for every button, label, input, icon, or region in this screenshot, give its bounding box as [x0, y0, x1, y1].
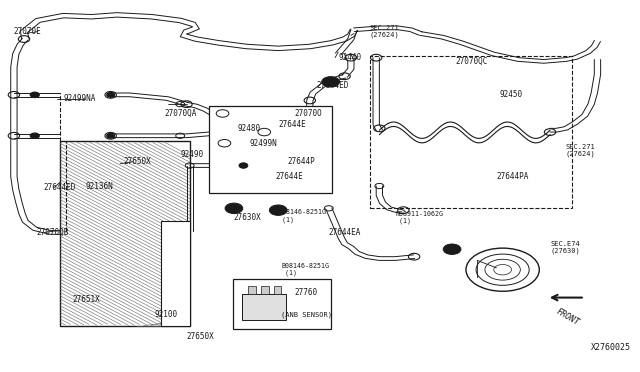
Text: B: B [329, 79, 333, 84]
Circle shape [444, 244, 461, 254]
Text: SEC.271
(27624): SEC.271 (27624) [566, 144, 596, 157]
Text: 27644EA: 27644EA [329, 228, 361, 237]
Text: FRONT: FRONT [555, 307, 581, 327]
Bar [242, 294, 287, 320]
Circle shape [30, 92, 39, 97]
Text: 27644ED: 27644ED [43, 183, 76, 192]
Text: 92100: 92100 [155, 310, 178, 319]
Text: 92499NA: 92499NA [63, 94, 95, 103]
Text: A: A [276, 208, 280, 213]
Text: N08911-1062G
 (1): N08911-1062G (1) [395, 211, 443, 224]
Text: 92480: 92480 [237, 124, 260, 133]
Text: (ANB SENSOR): (ANB SENSOR) [282, 311, 332, 318]
Text: 92440: 92440 [339, 53, 362, 62]
Text: SEC.271
(27624): SEC.271 (27624) [370, 25, 399, 38]
Text: 27644E: 27644E [278, 120, 306, 129]
Text: 27650X: 27650X [186, 332, 214, 341]
Bar [60, 141, 189, 326]
Bar [161, 221, 189, 326]
Text: 92490: 92490 [180, 150, 204, 159]
Text: B: B [232, 206, 236, 211]
Circle shape [107, 134, 115, 138]
Text: 92499N: 92499N [250, 139, 278, 148]
Text: 27070QB: 27070QB [36, 228, 69, 237]
Text: 27644E: 27644E [275, 172, 303, 181]
Text: B08146-8251G
 (1): B08146-8251G (1) [278, 209, 326, 222]
Circle shape [107, 93, 115, 97]
Text: 92450: 92450 [499, 90, 523, 99]
Text: 27070QA: 27070QA [164, 109, 196, 118]
Text: B08146-8251G
 (1): B08146-8251G (1) [282, 263, 330, 276]
Text: 27644P: 27644P [287, 157, 316, 166]
Bar [248, 286, 256, 294]
Circle shape [30, 133, 39, 138]
Text: 27070O: 27070O [294, 109, 322, 118]
Text: SEC.E74
(27630): SEC.E74 (27630) [550, 241, 580, 254]
Text: 27650X: 27650X [124, 157, 151, 166]
Text: X2760025: X2760025 [591, 343, 631, 352]
Text: 27651X: 27651X [73, 295, 100, 304]
Circle shape [239, 163, 247, 168]
Bar [233, 279, 331, 329]
Text: 27644PA: 27644PA [496, 172, 529, 181]
Text: 27070QC: 27070QC [455, 57, 488, 66]
Bar [370, 56, 572, 208]
Text: A: A [450, 247, 454, 252]
Text: 27644ED: 27644ED [316, 81, 349, 90]
Circle shape [269, 205, 287, 215]
Circle shape [225, 203, 243, 214]
Text: 92136N: 92136N [85, 182, 113, 190]
Bar [261, 286, 269, 294]
Text: 27070E: 27070E [14, 27, 42, 36]
Text: 27630X: 27630X [234, 213, 262, 222]
Text: 27760: 27760 [294, 288, 317, 296]
Circle shape [322, 77, 339, 87]
Bar [209, 106, 332, 193]
Bar [274, 286, 282, 294]
